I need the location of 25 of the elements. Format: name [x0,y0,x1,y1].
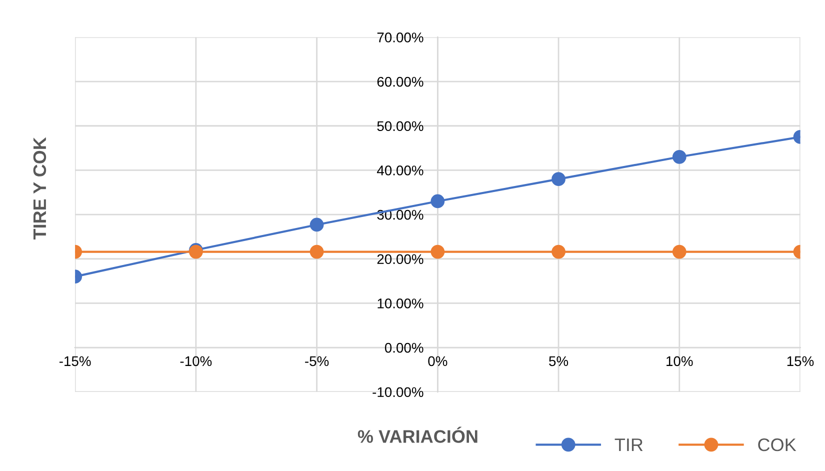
point [552,172,566,186]
legend-label: COK [758,438,796,452]
x-tick-label: -15% [59,356,91,366]
legend-label: TIR [614,438,643,452]
x-tick-label: -10% [180,356,212,366]
x-tick-label: 10% [666,356,693,366]
x-tick-label: 15% [787,356,814,366]
x-tick-label: 5% [549,356,568,366]
x-tick-label: 0% [428,356,448,366]
y-tick-label: 70.00% [377,32,424,42]
y-tick-label: 0.00% [384,342,424,353]
point [552,244,566,259]
point [310,244,324,259]
y-tick-label: 60.00% [377,76,424,87]
y-axis-title: TIRE Y COK [33,137,46,240]
point [430,194,445,208]
point [310,218,324,232]
point [430,244,445,259]
x-tick-label: -5% [305,356,329,366]
y-tick-label: 20.00% [377,254,424,264]
y-tick-label: 40.00% [376,166,424,176]
y-tick-label: 50.00% [377,121,424,132]
y-tick-label: 10.00% [378,298,424,308]
y-tick-label: -10.00% [372,387,424,398]
x-axis-title: % VARIACIÓN [358,426,478,443]
